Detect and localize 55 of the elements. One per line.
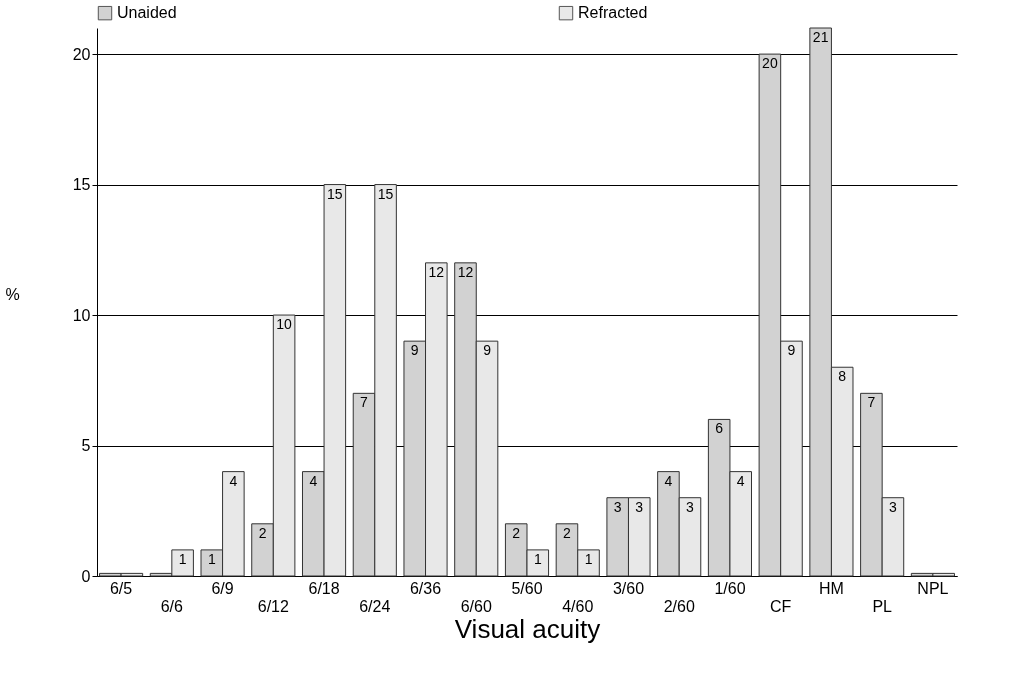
x-tick-label: 2/60 bbox=[663, 597, 695, 615]
data-label: 4 bbox=[309, 472, 318, 489]
data-label: 1 bbox=[533, 550, 542, 567]
x-tick-label: 3/60 bbox=[612, 579, 645, 597]
x-axis-title: Visual acuity bbox=[454, 613, 601, 644]
data-label: 8 bbox=[838, 368, 847, 385]
data-label: 1 bbox=[178, 550, 187, 567]
data-label: 4 bbox=[229, 472, 238, 489]
y-axis-title: % bbox=[5, 285, 20, 303]
y-tick-label: 10 bbox=[72, 306, 91, 324]
x-tick-label: 4/60 bbox=[562, 597, 594, 615]
x-tick-label: 6/36 bbox=[409, 579, 442, 597]
data-label: 9 bbox=[410, 342, 419, 359]
data-label: 7 bbox=[867, 394, 876, 411]
x-tick-label: 6/24 bbox=[359, 597, 391, 615]
data-label: 1 bbox=[207, 550, 216, 567]
x-tick-label: 6/9 bbox=[211, 579, 234, 597]
y-tick-label: 5 bbox=[81, 437, 91, 455]
data-label: 4 bbox=[664, 472, 673, 489]
x-tick-label: CF bbox=[770, 597, 792, 615]
data-label: 2 bbox=[512, 524, 521, 541]
data-label: 10 bbox=[276, 316, 293, 333]
x-tick-label: 6/60 bbox=[460, 597, 492, 615]
y-tick-label: 15 bbox=[72, 176, 91, 194]
data-label: 12 bbox=[428, 263, 445, 280]
x-tick-label: HM bbox=[818, 579, 844, 597]
data-label: 9 bbox=[787, 342, 796, 359]
data-label: 4 bbox=[736, 472, 745, 489]
x-tick-label: PL bbox=[872, 597, 893, 615]
x-tick-label: NPL bbox=[917, 579, 949, 597]
x-tick-label: 6/12 bbox=[257, 597, 289, 615]
data-label: 21 bbox=[812, 29, 829, 45]
data-label: 9 bbox=[483, 342, 492, 359]
x-tick-label: 6/18 bbox=[308, 579, 340, 597]
data-label: 2 bbox=[258, 524, 267, 541]
data-label: 3 bbox=[889, 498, 898, 515]
data-label: 15 bbox=[327, 185, 343, 202]
data-label: 15 bbox=[377, 185, 394, 202]
legend-label: Refracted bbox=[578, 4, 648, 22]
legend-label: Unaided bbox=[117, 4, 177, 22]
x-tick-label: 6/5 bbox=[109, 579, 133, 597]
y-tick-label: 20 bbox=[72, 45, 91, 63]
data-label: 2 bbox=[563, 524, 572, 541]
data-label: 3 bbox=[613, 498, 622, 515]
x-tick-label: 5/60 bbox=[511, 579, 543, 597]
x-tick-label: 1/60 bbox=[714, 579, 746, 597]
data-label: 3 bbox=[686, 498, 695, 515]
data-label: 1 bbox=[584, 550, 593, 567]
data-label: 7 bbox=[360, 394, 369, 411]
data-label: 20 bbox=[762, 55, 778, 72]
x-tick-label: 6/6 bbox=[160, 597, 184, 615]
data-label: 3 bbox=[635, 498, 644, 515]
data-label: 12 bbox=[457, 263, 474, 280]
y-tick-label: 0 bbox=[81, 567, 91, 585]
data-label: 6 bbox=[715, 420, 724, 437]
